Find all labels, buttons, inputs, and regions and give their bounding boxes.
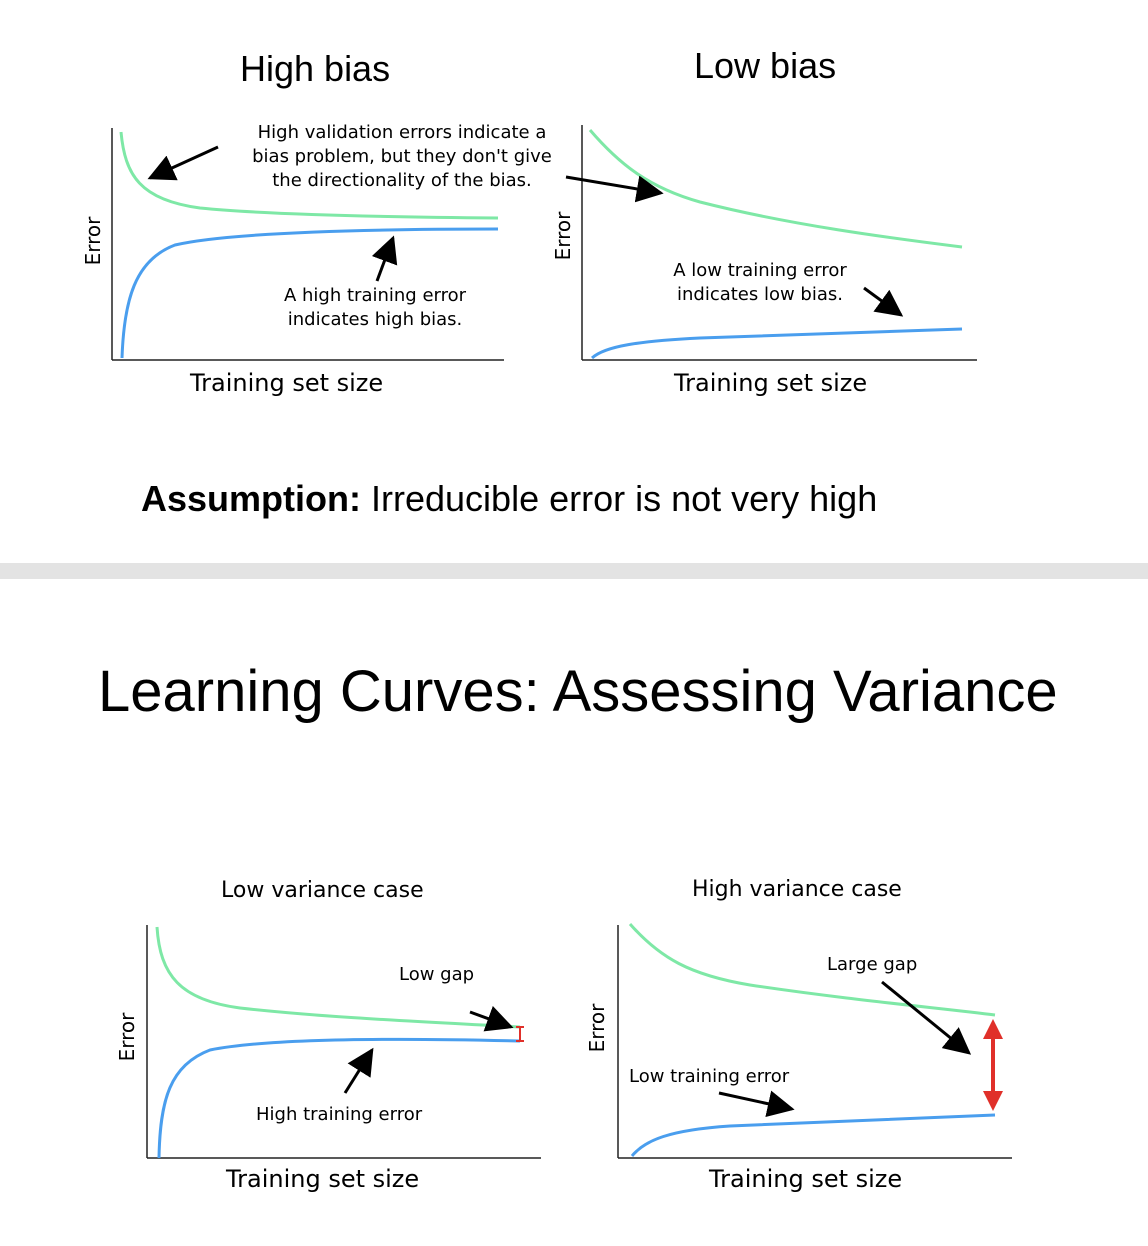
panel-low-bias — [565, 125, 977, 361]
training-curve — [630, 1113, 996, 1157]
annotation-line: indicates low bias. — [676, 284, 843, 305]
panel-high-variance — [617, 923, 1012, 1159]
x-axis-label: Training set size — [190, 369, 384, 397]
annotation-arrow-gap — [881, 980, 972, 1055]
annotation-arrow-training — [371, 235, 398, 282]
annotation-training: Low training error — [629, 1066, 790, 1087]
annotation-line: High validation errors indicate a — [257, 122, 547, 143]
annotation-line: bias problem, but they don't give — [252, 146, 552, 167]
annotation-training: High training error — [256, 1104, 423, 1125]
panel-high-bias — [111, 128, 504, 361]
annotation-gap: Large gap — [827, 954, 918, 975]
y-axis-label: Error — [81, 216, 105, 266]
annotation-validation: High validation errors indicate a bias p… — [222, 121, 582, 193]
training-curve — [590, 327, 963, 360]
training-curve — [157, 1037, 521, 1159]
training-curve — [120, 227, 499, 359]
y-axis-label: Error — [551, 211, 575, 261]
annotation-arrow-training — [718, 1090, 795, 1117]
panel-low-variance — [146, 925, 541, 1159]
validation-curve — [628, 923, 996, 1017]
y-axis-label: Error — [585, 1003, 609, 1053]
assumption-note: Assumption: Irreducible error is not ver… — [141, 478, 877, 520]
annotation-arrow-training — [343, 1047, 374, 1094]
annotation-arrow-validation — [565, 175, 664, 203]
annotation-training: A low training error indicates low bias. — [640, 259, 880, 307]
validation-curve — [588, 129, 963, 249]
assumption-label: Assumption: — [141, 478, 361, 519]
annotation-line: A low training error — [673, 260, 847, 281]
section-heading: Learning Curves: Assessing Variance — [98, 659, 1058, 724]
annotation-line: indicates high bias. — [287, 309, 463, 330]
validation-curve — [119, 131, 499, 220]
annotation-line: A high training error — [283, 285, 467, 306]
chart-title-high-bias: High bias — [240, 48, 391, 89]
annotation-arrow-validation — [147, 145, 219, 181]
annotation-gap: Low gap — [399, 964, 475, 985]
annotation-arrow-training — [863, 286, 904, 317]
annotation-line: the directionality of the bias. — [272, 170, 532, 191]
x-axis-label: Training set size — [674, 369, 868, 397]
x-axis-label: Training set size — [709, 1165, 903, 1193]
annotation-arrow-gap — [469, 1005, 514, 1032]
chart-title-low-variance: Low variance case — [221, 878, 424, 903]
annotation-training: A high training error indicates high bia… — [255, 284, 495, 332]
chart-title-high-variance: High variance case — [692, 877, 902, 902]
y-axis-label: Error — [115, 1012, 139, 1062]
slide-divider — [0, 563, 1148, 579]
validation-curve — [155, 926, 521, 1029]
x-axis-label: Training set size — [226, 1165, 420, 1193]
assumption-text: Irreducible error is not very high — [361, 478, 878, 519]
chart-title-low-bias: Low bias — [694, 45, 837, 86]
